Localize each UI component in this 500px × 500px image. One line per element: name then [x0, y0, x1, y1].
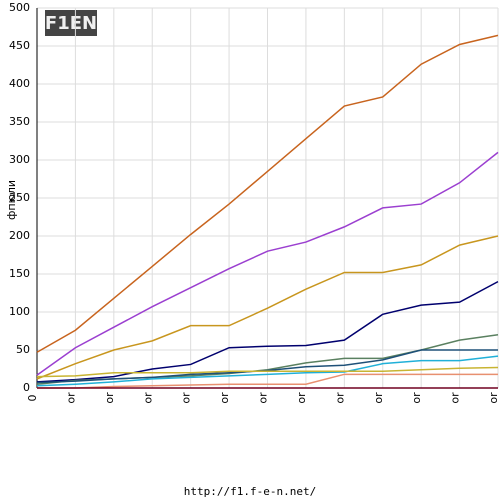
x-tick-label: or: [218, 392, 231, 404]
logo-bg: [45, 10, 97, 36]
x-tick-label: or: [333, 392, 346, 404]
x-tick-label: 0: [26, 395, 39, 402]
x-tick-label: or: [487, 392, 500, 404]
y-tick-label: 500: [9, 1, 30, 14]
y-tick-label: 50: [16, 343, 30, 356]
x-tick-label: or: [410, 392, 423, 404]
series-line: [36, 355, 499, 387]
series-line: [37, 373, 498, 389]
x-tick-label: or: [449, 392, 462, 404]
x-tick-label: or: [64, 392, 77, 404]
y-tick-label: 300: [9, 153, 30, 166]
series-line: [36, 151, 499, 376]
x-tick-label: or: [372, 392, 385, 404]
y-axis-label: фпюли: [5, 180, 18, 220]
x-tick-label: or: [141, 392, 154, 404]
y-tick-label: 250: [9, 191, 30, 204]
series-line: [36, 280, 499, 383]
series-line: [36, 349, 498, 384]
y-tick-label: 400: [9, 77, 30, 90]
y-tick-label: 100: [9, 305, 30, 318]
series-line: [36, 34, 499, 353]
x-tick-label: or: [257, 392, 270, 404]
y-tick-label: 150: [9, 267, 30, 280]
y-tick-label: 350: [9, 115, 30, 128]
series-line: [36, 235, 499, 380]
x-tick-label: or: [180, 392, 193, 404]
series-line: [36, 366, 499, 378]
x-tick-label: or: [103, 392, 116, 404]
footer: http://f1.f-e-n.net/: [184, 485, 316, 498]
y-tick-label: 450: [9, 39, 30, 52]
x-tick-label: or: [295, 392, 308, 404]
y-tick-label: 0: [23, 381, 30, 394]
logo: F1EN: [45, 13, 97, 34]
y-tick-label: 200: [9, 229, 30, 242]
